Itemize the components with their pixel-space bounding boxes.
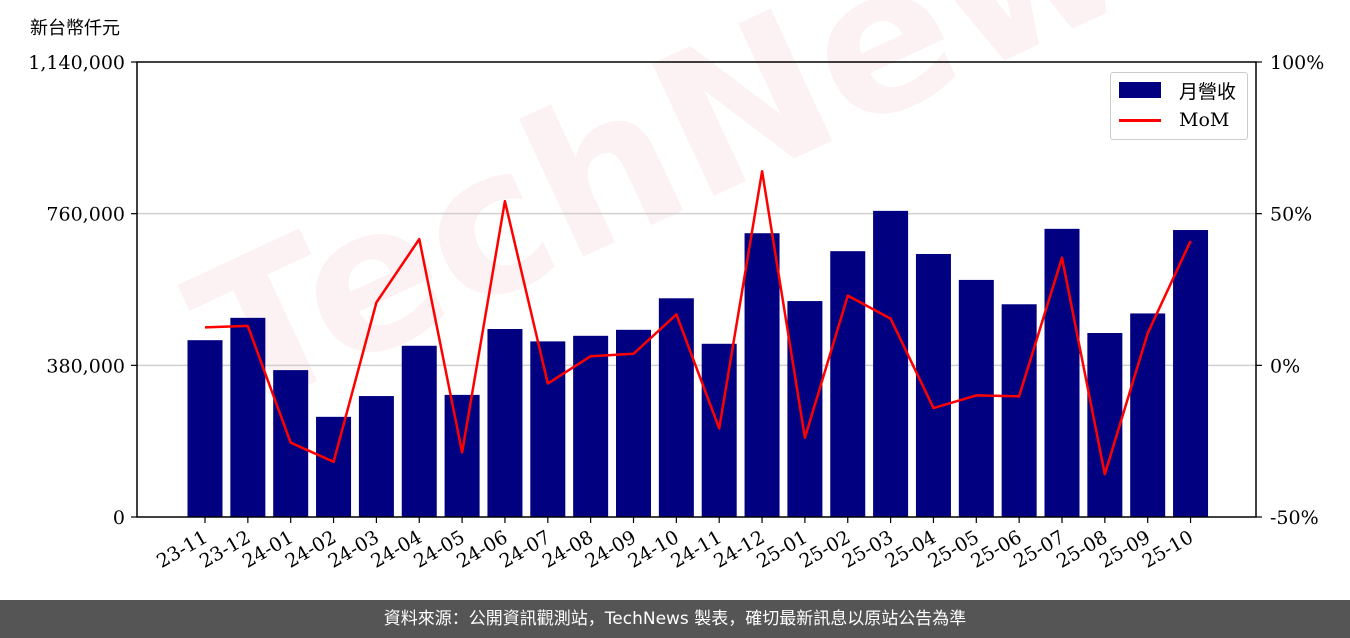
- bar: [358, 396, 394, 517]
- y-left-tick-label: 1,140,000: [28, 52, 125, 74]
- bar: [187, 340, 223, 517]
- bar: [1044, 228, 1080, 518]
- legend-label-revenue: 月營收: [1179, 80, 1237, 103]
- bar: [701, 343, 737, 517]
- bar: [1130, 313, 1166, 517]
- y-left-tick-label: 0: [113, 507, 125, 529]
- bar: [1173, 230, 1209, 517]
- x-tick-label: 25-10: [1139, 526, 1197, 572]
- bar: [230, 317, 266, 517]
- legend-item-mom: MoM: [1119, 107, 1229, 133]
- bar: [530, 341, 566, 517]
- y-right-tick-label: -50%: [1270, 507, 1319, 529]
- bar: [744, 233, 780, 517]
- bar: [316, 416, 352, 517]
- bar: [1001, 304, 1037, 517]
- legend-item-revenue: 月營收: [1119, 77, 1236, 103]
- plot-frame: [136, 61, 1257, 518]
- bar: [658, 298, 694, 517]
- y-left-tick-label: 380,000: [46, 355, 125, 377]
- revenue-chart: 0380,000760,0001,140,000-50%0%50%100%23-…: [28, 52, 1324, 573]
- mom-line: [204, 169, 1192, 476]
- bar: [787, 301, 823, 517]
- y-left-tick-label: 760,000: [46, 204, 125, 226]
- bar: [915, 253, 951, 517]
- bar: [444, 394, 480, 517]
- legend: 月營收 MoM: [1110, 72, 1248, 140]
- y-axis-unit-label: 新台幣仟元: [30, 18, 120, 39]
- legend-label-mom: MoM: [1179, 109, 1230, 131]
- bar: [873, 210, 909, 517]
- bar: [487, 329, 523, 517]
- bar: [830, 251, 866, 517]
- y-right-tick-label: 50%: [1270, 204, 1312, 226]
- bar: [616, 329, 651, 517]
- y-right-tick-label: 100%: [1270, 52, 1324, 74]
- bar: [401, 345, 437, 517]
- bar: [573, 335, 609, 517]
- legend-swatch-revenue: [1119, 82, 1161, 98]
- bar: [1087, 333, 1123, 517]
- y-right-tick-label: 0%: [1270, 355, 1300, 377]
- legend-swatch-mom: [1119, 118, 1161, 122]
- source-footer: 資料來源：公開資訊觀測站，TechNews 製表，確切最新訊息以原站公告為準: [0, 600, 1350, 638]
